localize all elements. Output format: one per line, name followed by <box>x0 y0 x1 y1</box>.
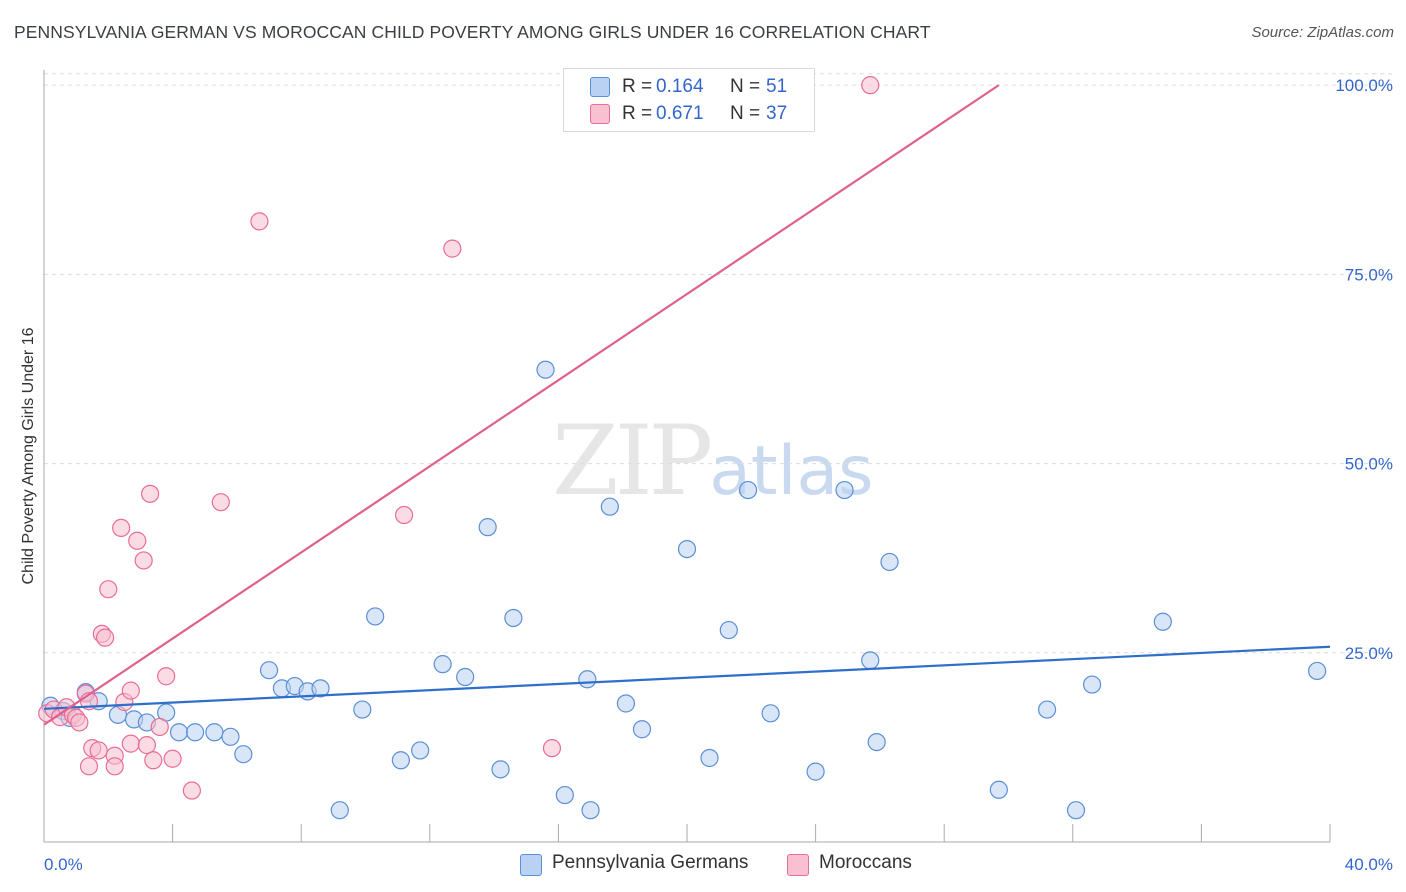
point-pennsylvania-german <box>259 661 279 680</box>
trend-line-moroccans <box>43 84 1000 726</box>
point-pennsylvania-german <box>880 552 899 572</box>
grid-lines <box>44 73 1395 654</box>
point-pennsylvania-german <box>677 539 697 559</box>
point-moroccan <box>542 739 562 758</box>
point-pennsylvania-german <box>989 780 1008 799</box>
point-moroccan <box>137 736 156 755</box>
n-label: N = <box>730 76 761 97</box>
legend-label: Moroccans <box>819 852 912 873</box>
blue-swatch <box>590 77 610 97</box>
r-value: 0.671 <box>656 103 704 124</box>
point-pennsylvania-german <box>632 720 652 739</box>
n-value: 51 <box>766 76 788 97</box>
point-pennsylvania-german <box>169 723 189 742</box>
correlation-legend: R = 0.164 N = 51 R = 0.671 N = 37 <box>563 68 815 132</box>
trend-line-pennsylvania-germans <box>43 645 1331 710</box>
y-tick-label: 75.0% <box>1345 265 1393 284</box>
r-value: 0.164 <box>656 76 704 97</box>
point-pennsylvania-german <box>330 801 349 820</box>
point-pennsylvania-german <box>738 480 758 500</box>
point-moroccan <box>121 681 140 700</box>
point-moroccan <box>144 751 163 770</box>
point-moroccan <box>394 505 414 525</box>
x-tick-label-right: 40.0% <box>1345 855 1393 874</box>
point-moroccan <box>79 757 99 776</box>
point-pennsylvania-german <box>536 360 555 379</box>
point-moroccan <box>861 76 880 95</box>
point-moroccan <box>140 484 160 503</box>
watermark: ZIPatlas <box>552 405 874 517</box>
point-moroccan <box>443 239 462 258</box>
source-label: Source: ZipAtlas.com <box>1251 24 1394 41</box>
point-pennsylvania-german <box>581 801 600 820</box>
point-pennsylvania-german <box>806 762 825 781</box>
point-moroccan <box>112 518 131 538</box>
point-pennsylvania-german <box>616 694 636 713</box>
point-pennsylvania-german <box>205 723 224 742</box>
point-pennsylvania-german <box>366 607 385 626</box>
point-moroccan <box>95 628 115 647</box>
y-tick-label: 100.0% <box>1335 76 1393 95</box>
point-moroccan <box>182 781 201 800</box>
point-pennsylvania-german <box>491 760 510 779</box>
trend-lines <box>43 84 1331 726</box>
point-pennsylvania-german <box>700 748 719 768</box>
point-pennsylvania-german <box>600 497 619 516</box>
r-label: R = <box>622 76 653 97</box>
point-moroccan <box>89 741 108 760</box>
axis-labels: 25.0% 50.0% 75.0% 100.0% 0.0% 40.0% Child Pove… <box>20 76 1393 874</box>
point-pennsylvania-german <box>835 480 854 500</box>
point-pennsylvania-german <box>1037 700 1057 719</box>
blue-swatch <box>520 854 542 876</box>
point-pennsylvania-german <box>456 667 475 687</box>
point-pennsylvania-german <box>186 723 205 742</box>
point-moroccan <box>157 667 176 686</box>
point-moroccan <box>134 551 153 570</box>
point-pennsylvania-german <box>555 785 574 805</box>
point-pennsylvania-german <box>1153 612 1172 631</box>
point-pennsylvania-german <box>719 620 738 640</box>
y-axis-title: Child Poverty Among Girls Under 16 <box>20 327 37 584</box>
r-label: R = <box>622 103 653 124</box>
point-moroccan <box>99 580 118 599</box>
point-pennsylvania-german <box>411 741 430 760</box>
watermark-zip: ZIP <box>552 405 713 517</box>
point-moroccan <box>128 531 147 550</box>
point-moroccan <box>211 493 230 512</box>
point-pennsylvania-german <box>1066 801 1086 820</box>
pink-swatch <box>787 854 809 876</box>
point-pennsylvania-german <box>234 745 253 764</box>
y-tick-label: 25.0% <box>1345 644 1393 663</box>
point-pennsylvania-german <box>478 518 497 537</box>
point-pennsylvania-german <box>1308 661 1327 681</box>
point-moroccan <box>250 212 269 231</box>
point-moroccan <box>163 749 182 768</box>
n-label: N = <box>730 103 761 124</box>
point-moroccan <box>121 734 140 753</box>
point-pennsylvania-german <box>761 704 780 723</box>
point-moroccan <box>70 713 89 732</box>
point-pennsylvania-german <box>867 732 886 752</box>
point-pennsylvania-german <box>353 700 372 719</box>
chart-title: PENNSYLVANIA GERMAN VS MOROCCAN CHILD PO… <box>14 22 931 42</box>
y-tick-label: 50.0% <box>1345 455 1393 474</box>
point-pennsylvania-german <box>504 608 523 628</box>
point-pennsylvania-german <box>578 670 597 689</box>
x-tick-label-left: 0.0% <box>44 855 83 874</box>
point-moroccan <box>105 757 124 776</box>
axes <box>43 70 1331 843</box>
point-pennsylvania-german <box>1082 675 1102 694</box>
point-moroccan <box>150 717 169 737</box>
pink-swatch <box>590 104 610 124</box>
point-pennsylvania-german <box>391 751 410 770</box>
data-points <box>38 76 1327 820</box>
point-pennsylvania-german <box>433 655 452 674</box>
legend-label: Pennsylvania Germans <box>552 852 749 873</box>
point-pennsylvania-german <box>311 679 330 698</box>
n-value: 37 <box>766 103 788 124</box>
point-pennsylvania-german <box>221 727 240 746</box>
point-pennsylvania-german <box>861 651 880 670</box>
